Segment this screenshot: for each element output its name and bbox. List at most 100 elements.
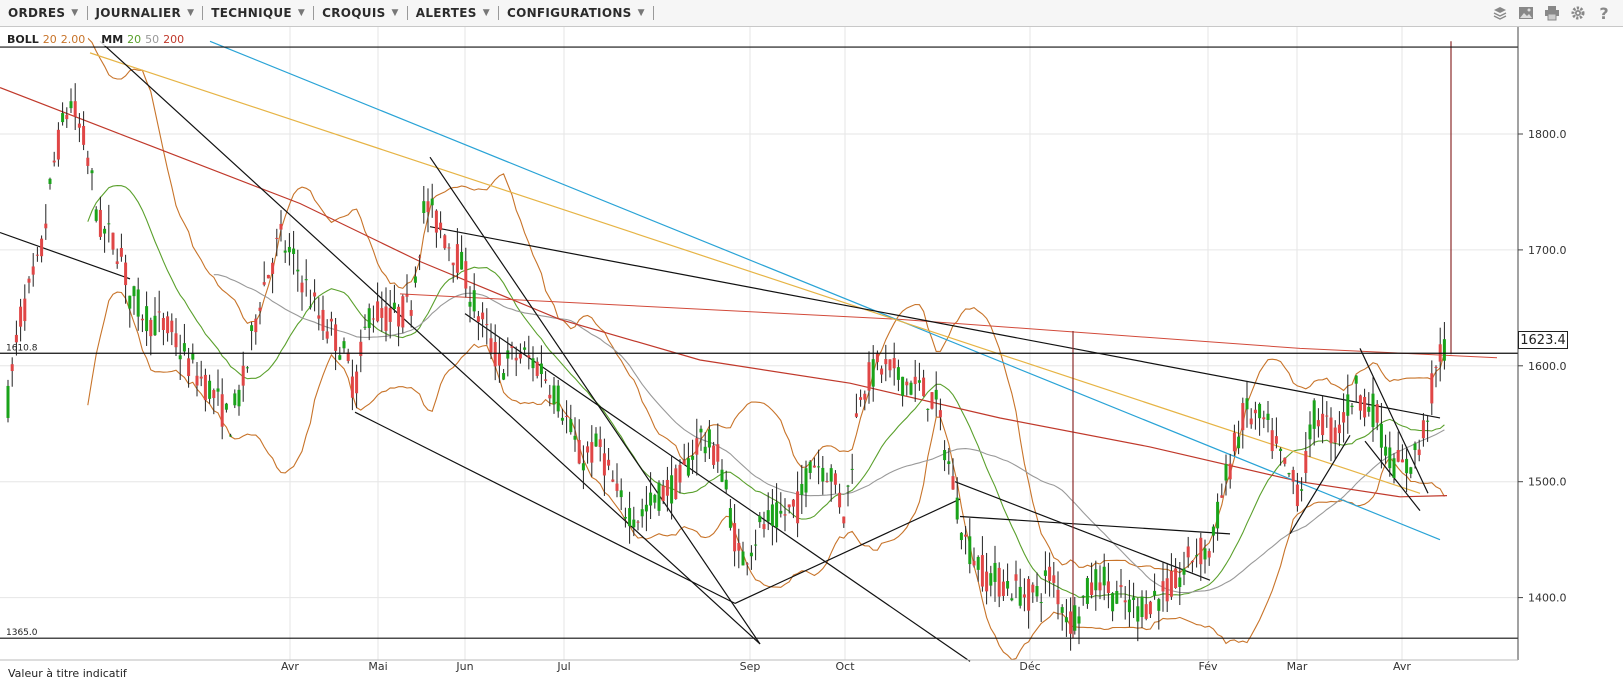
candle-up (531, 358, 535, 369)
candle-down (86, 157, 90, 166)
candle-down (712, 445, 716, 465)
candle-up (363, 326, 367, 328)
candle-up (233, 393, 237, 406)
candle-up (1392, 458, 1396, 478)
candle-up (560, 417, 564, 421)
layers-icon[interactable] (1489, 3, 1511, 23)
candle-up (216, 388, 220, 392)
candle-up (758, 515, 762, 523)
candle-down (1098, 582, 1102, 591)
mm-50-line (213, 274, 1445, 594)
candle-down (1430, 373, 1434, 404)
candle-up (644, 504, 648, 512)
candle-up (569, 419, 573, 433)
y-tick-label: 1500.0 (1528, 476, 1567, 489)
candle-up (1237, 436, 1241, 449)
candle-down (388, 308, 392, 322)
candle-down (174, 333, 178, 348)
candle-up (523, 347, 527, 350)
trendline (89, 52, 1421, 494)
candle-down (401, 296, 405, 328)
candle-down (636, 521, 640, 523)
last-price-label: 1623.4 (1518, 331, 1568, 349)
candle-up (1405, 458, 1409, 474)
candle-down (863, 393, 867, 400)
candle-up (1245, 398, 1249, 410)
candle-down (397, 306, 401, 327)
candle-down (241, 365, 245, 386)
candle-down (1161, 581, 1165, 592)
candle-down (745, 563, 749, 565)
y-tick-label: 1600.0 (1528, 360, 1567, 373)
candle-up (720, 469, 724, 482)
candle-down (455, 244, 459, 273)
candle-up (649, 492, 653, 506)
trendline (464, 313, 971, 662)
candle-down (279, 223, 283, 230)
candle-down (565, 415, 569, 417)
menu-croquis[interactable]: CROQUIS ▼ (314, 6, 408, 20)
candle-down (812, 465, 816, 468)
candle-up (691, 455, 695, 460)
candle-up (460, 251, 464, 270)
candle-down (195, 375, 199, 386)
legend-boll[interactable]: BOLL 20 2.00 (4, 33, 89, 46)
candle-down (787, 504, 791, 508)
candle-down (825, 481, 829, 483)
candlestick-series (6, 83, 1446, 651)
help-icon[interactable]: ? (1593, 3, 1615, 23)
menu-journalier[interactable]: JOURNALIER ▼ (88, 6, 204, 20)
chevron-down-icon: ▼ (71, 8, 79, 18)
y-axis: 1800.0 1700.0 1600.0 1500.0 1400.0 (1517, 27, 1567, 660)
candle-up (413, 276, 417, 283)
candle-down (476, 316, 480, 322)
candle-down (19, 306, 23, 327)
candle-down (1421, 420, 1425, 439)
candle-up (392, 302, 396, 309)
candle-up (552, 385, 556, 405)
bollinger-lower (87, 291, 1445, 661)
candle-up (993, 562, 997, 582)
print-icon[interactable] (1541, 3, 1563, 23)
legend-mm[interactable]: MM 20 50 200 (98, 33, 188, 46)
candle-down (716, 444, 720, 462)
candle-down (1304, 451, 1308, 473)
candle-down (577, 439, 581, 464)
y-tick-label: 1400.0 (1528, 592, 1567, 605)
candle-up (539, 363, 543, 375)
candle-up (103, 228, 107, 234)
candle-up (94, 209, 98, 221)
x-tick-label: Mar (1287, 660, 1308, 673)
x-tick-label: Avr (1393, 660, 1411, 673)
image-icon[interactable] (1515, 3, 1537, 23)
candle-up (623, 516, 627, 519)
candle-down (1316, 420, 1320, 427)
candle-up (770, 504, 774, 526)
candle-down (497, 353, 501, 366)
menu-configurations[interactable]: CONFIGURATIONS ▼ (499, 6, 654, 20)
candle-down (489, 338, 493, 353)
candle-down (119, 248, 123, 257)
x-tick-label: Fév (1198, 660, 1217, 673)
candle-down (859, 397, 863, 400)
candle-down (1056, 589, 1060, 605)
menu-alertes[interactable]: ALERTES ▼ (408, 6, 499, 20)
legend-boll-period: 20 (42, 33, 57, 46)
menu-ordres[interactable]: ORDRES ▼ (0, 6, 88, 20)
candle-down (203, 374, 207, 401)
candle-up (1211, 526, 1215, 536)
candle-up (128, 295, 132, 309)
candle-up (1064, 617, 1068, 623)
candle-down (321, 309, 325, 331)
candle-up (976, 556, 980, 570)
trendline (734, 498, 961, 604)
candle-down (317, 315, 321, 319)
price-chart[interactable]: 1610.8 1365.0 1800.0 1700.0 1600.0 1500.0 140… (0, 27, 1623, 700)
gear-icon[interactable] (1567, 3, 1589, 23)
candle-up (670, 475, 674, 504)
candle-down (1232, 432, 1236, 452)
candle-down (1329, 417, 1333, 444)
menu-technique[interactable]: TECHNIQUE ▼ (203, 6, 315, 20)
candle-up (136, 289, 140, 317)
candle-down (875, 353, 879, 363)
